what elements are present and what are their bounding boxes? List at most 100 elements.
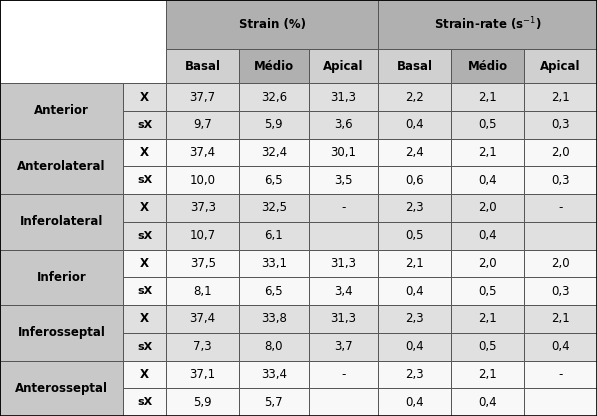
Bar <box>451 49 524 83</box>
Text: 0,4: 0,4 <box>478 396 497 409</box>
Bar <box>309 250 378 277</box>
Text: 5,9: 5,9 <box>193 396 212 409</box>
Text: sX: sX <box>137 120 152 130</box>
Text: 5,9: 5,9 <box>264 118 283 131</box>
Bar <box>166 333 239 361</box>
Text: Strain (%): Strain (%) <box>239 18 306 31</box>
Bar <box>451 277 524 305</box>
Bar <box>166 305 239 333</box>
Bar <box>123 111 166 139</box>
Bar <box>378 83 451 111</box>
Text: sX: sX <box>137 397 152 407</box>
Text: 0,3: 0,3 <box>551 285 570 298</box>
Bar <box>378 222 451 250</box>
Bar <box>451 388 524 416</box>
Text: Inferior: Inferior <box>36 271 87 284</box>
Bar <box>378 277 451 305</box>
Text: 3,5: 3,5 <box>334 174 352 187</box>
Bar <box>451 222 524 250</box>
Text: sX: sX <box>137 175 152 185</box>
Bar <box>309 305 378 333</box>
Bar <box>524 277 597 305</box>
Bar <box>0 361 123 416</box>
Bar <box>524 361 597 388</box>
Text: 0,5: 0,5 <box>478 340 497 353</box>
Bar <box>524 166 597 194</box>
Text: 2,0: 2,0 <box>478 201 497 215</box>
Bar <box>309 83 378 111</box>
Text: 33,1: 33,1 <box>261 257 287 270</box>
Bar <box>239 388 309 416</box>
Bar <box>0 0 166 83</box>
Bar <box>166 222 239 250</box>
Bar <box>309 388 378 416</box>
Bar <box>123 361 166 388</box>
Text: 2,1: 2,1 <box>478 91 497 104</box>
Bar <box>239 305 309 333</box>
Text: Basal: Basal <box>184 59 221 73</box>
Text: sX: sX <box>137 286 152 296</box>
Bar <box>524 222 597 250</box>
Bar <box>309 333 378 361</box>
Bar <box>378 194 451 222</box>
Text: 10,7: 10,7 <box>190 229 216 242</box>
Bar <box>378 139 451 166</box>
Bar <box>166 250 239 277</box>
Text: 33,8: 33,8 <box>261 312 287 325</box>
Bar <box>0 250 123 305</box>
Bar <box>239 166 309 194</box>
Text: -: - <box>558 368 562 381</box>
Bar <box>123 139 166 166</box>
Bar <box>166 0 378 49</box>
Text: 2,1: 2,1 <box>478 146 497 159</box>
Bar <box>524 388 597 416</box>
Bar <box>451 111 524 139</box>
Text: 2,1: 2,1 <box>551 312 570 325</box>
Text: 0,4: 0,4 <box>478 174 497 187</box>
Bar <box>309 277 378 305</box>
Bar <box>451 333 524 361</box>
Text: X: X <box>140 146 149 159</box>
Bar <box>378 388 451 416</box>
Text: 37,3: 37,3 <box>190 201 216 215</box>
Text: 2,4: 2,4 <box>405 146 424 159</box>
Text: 5,7: 5,7 <box>264 396 283 409</box>
Text: Basal: Basal <box>396 59 432 73</box>
Text: 0,3: 0,3 <box>551 174 570 187</box>
Text: X: X <box>140 201 149 215</box>
Text: 2,3: 2,3 <box>405 312 424 325</box>
Text: X: X <box>140 91 149 104</box>
Text: 8,1: 8,1 <box>193 285 212 298</box>
Text: -: - <box>558 201 562 215</box>
Text: 0,5: 0,5 <box>405 229 424 242</box>
Bar <box>0 305 123 361</box>
Text: 6,5: 6,5 <box>264 285 283 298</box>
Bar <box>239 83 309 111</box>
Text: 37,4: 37,4 <box>190 146 216 159</box>
Text: Anterior: Anterior <box>34 104 89 117</box>
Text: sX: sX <box>137 342 152 352</box>
Text: 10,0: 10,0 <box>190 174 216 187</box>
Bar <box>239 361 309 388</box>
Bar <box>123 333 166 361</box>
Bar <box>166 277 239 305</box>
Bar <box>524 111 597 139</box>
Bar <box>239 222 309 250</box>
Text: 37,5: 37,5 <box>190 257 216 270</box>
Bar <box>239 194 309 222</box>
Bar <box>166 83 239 111</box>
Text: 2,0: 2,0 <box>478 257 497 270</box>
Bar <box>451 250 524 277</box>
Text: 2,1: 2,1 <box>405 257 424 270</box>
Bar <box>166 49 239 83</box>
Bar <box>524 305 597 333</box>
Bar <box>239 111 309 139</box>
Text: 32,5: 32,5 <box>261 201 287 215</box>
Text: Strain-rate (s$^{-1}$): Strain-rate (s$^{-1}$) <box>433 16 541 33</box>
Bar <box>451 361 524 388</box>
Bar <box>378 333 451 361</box>
Text: 0,4: 0,4 <box>551 340 570 353</box>
Text: 7,3: 7,3 <box>193 340 212 353</box>
Bar <box>309 139 378 166</box>
Bar <box>123 305 166 333</box>
